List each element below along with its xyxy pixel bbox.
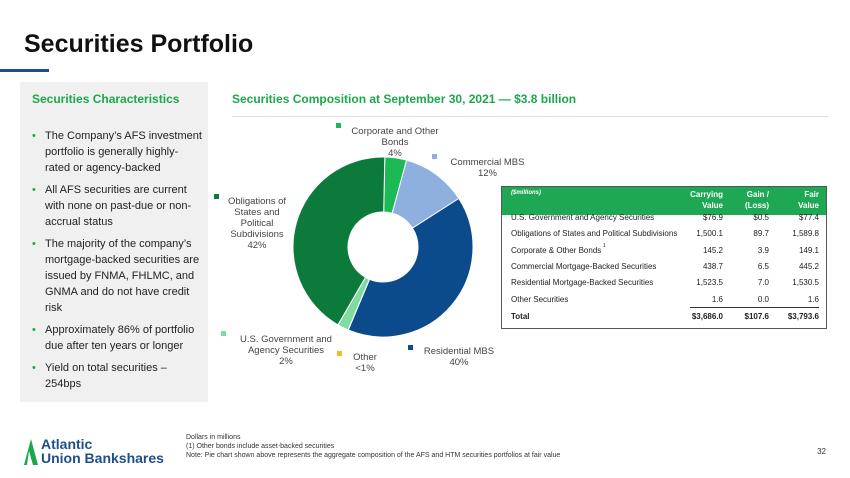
cell: Other Securities	[511, 294, 569, 304]
cell: 1,589.8	[792, 229, 819, 239]
table-row: Residential Mortgage-Backed Securities 1,…	[502, 278, 826, 290]
logo-line1: Atlantic	[41, 436, 93, 452]
bullet: Approximately 86% of portfolio due after…	[32, 322, 202, 354]
slice-pct: 4%	[388, 148, 402, 159]
cell: 438.7	[702, 261, 723, 271]
company-logo: Atlantic Union Bankshares	[24, 437, 164, 465]
cell: 1,500.1	[696, 229, 723, 239]
cell: $107.6	[744, 312, 769, 321]
slice-pct: 12%	[477, 168, 497, 179]
header-line: (Loss)	[745, 201, 769, 210]
bullet: The majority of the company’s mortgage-b…	[32, 236, 202, 316]
characteristics-list: The Company’s AFS investment portfolio i…	[32, 128, 202, 398]
table-row: Corporate & Other Bonds 1 145.2 3.9 149.1	[502, 242, 826, 258]
legend-swatch-corporate	[336, 123, 341, 128]
cell: 1,523.5	[696, 278, 723, 288]
cell: 6.5	[757, 261, 769, 271]
cell: 7.0	[757, 278, 769, 288]
slice-name: Corporate and Other Bonds	[351, 126, 439, 148]
cell: Corporate & Other Bonds	[511, 245, 602, 255]
cell: 1.6	[711, 294, 723, 304]
characteristics-panel: Securities Characteristics The Company’s…	[20, 82, 208, 402]
table-row: Other Securities 1.6 0.0 1.6	[502, 295, 826, 307]
page-title: Securities Portfolio	[24, 30, 254, 58]
label-commercial: Commercial MBS 12%	[440, 157, 535, 179]
total-rule	[690, 307, 819, 308]
bullet: All AFS securities are current with none…	[32, 182, 202, 230]
label-obligations: Obligations of States and Political Subd…	[224, 196, 290, 251]
logo-line2: Union Bankshares	[41, 450, 164, 466]
label-usgov: U.S. Government and Agency Securities 2%	[236, 334, 336, 367]
header-line: Value	[702, 201, 723, 210]
header-line: Value	[798, 201, 819, 210]
cell: $76.9	[702, 213, 723, 222]
cell: Obligations of States and Political Subd…	[511, 229, 678, 239]
slice-residential-mbs	[347, 197, 474, 338]
bullet: Yield on total securities – 254bps	[32, 360, 202, 392]
cell: Commercial Mortgage-Backed Securities	[511, 261, 657, 271]
cell: $0.5	[753, 213, 769, 222]
slice-pct: 40%	[449, 357, 469, 368]
legend-swatch-commercial	[432, 154, 437, 159]
cell: 1.6	[807, 294, 819, 304]
cell: Total	[511, 312, 530, 321]
cell: $3,686.0	[691, 312, 723, 321]
label-residential: Residential MBS 40%	[418, 346, 500, 368]
slice-name: Other	[353, 352, 377, 363]
slice-pct: <1%	[355, 363, 375, 374]
logo-mark-icon	[24, 439, 38, 465]
label-other: Other <1%	[350, 352, 380, 374]
chart-title: Securities Composition at September 30, …	[232, 92, 577, 106]
footnote: Dollars in millions	[186, 434, 241, 441]
footnote: (1) Other bonds include asset-backed sec…	[186, 443, 335, 450]
cell: 149.1	[798, 245, 819, 255]
title-underline	[0, 69, 49, 72]
table-row: Commercial Mortgage-Backed Securities 438…	[502, 262, 826, 274]
slice-name: Obligations of States and Political Subd…	[227, 196, 287, 240]
divider	[232, 116, 828, 117]
footnote-marker: 1	[603, 242, 606, 249]
header-gain: Gain / (Loss)	[745, 189, 769, 211]
table-header: ($millions) Carrying Value Gain / (Loss) F…	[502, 187, 826, 215]
header-fair: Fair Value	[798, 189, 819, 211]
cell: 0.0	[757, 294, 769, 304]
slice-name: Residential MBS	[423, 346, 495, 357]
slice-obligations-of-states-and-political-subdivisions	[292, 156, 386, 326]
units-label: ($millions)	[511, 190, 542, 196]
bullet: The Company’s AFS investment portfolio i…	[32, 128, 202, 176]
header-carrying: Carrying Value	[690, 189, 723, 211]
legend-swatch-other	[337, 351, 342, 356]
slice-pct: 42%	[247, 240, 267, 251]
footnotes: Dollars in millions (1) Other bonds incl…	[186, 433, 560, 460]
slice-name: U.S. Government and Agency Securities	[240, 334, 332, 356]
slice-name: Commercial MBS	[450, 157, 525, 168]
cell: 145.2	[702, 245, 723, 255]
header-line: Carrying	[690, 190, 723, 199]
securities-table: ($millions) Carrying Value Gain / (Loss) F…	[501, 186, 827, 329]
legend-swatch-usgov	[221, 331, 226, 336]
header-line: Gain /	[746, 190, 769, 199]
table-row: Obligations of States and Political Subd…	[502, 229, 826, 241]
label-corporate: Corporate and Other Bonds 4%	[340, 126, 450, 159]
page-number: 32	[817, 447, 826, 456]
table-total-row: Total $3,686.0 $107.6 $3,793.6	[502, 312, 826, 324]
cell: 3.9	[757, 245, 769, 255]
table-row: U.S. Government and Agency Securities $76…	[502, 213, 826, 225]
characteristics-heading: Securities Characteristics	[32, 92, 180, 106]
cell: 1,530.5	[792, 278, 819, 288]
cell: U.S. Government and Agency Securities	[511, 213, 655, 222]
header-line: Fair	[804, 190, 819, 199]
cell: 445.2	[798, 261, 819, 271]
cell: $77.4	[798, 213, 819, 222]
legend-swatch-residential	[408, 345, 413, 350]
cell: 89.7	[753, 229, 769, 239]
legend-swatch-obligations	[214, 194, 219, 199]
footnote: Note: Pie chart shown above represents t…	[186, 452, 561, 459]
cell: Residential Mortgage-Backed Securities	[511, 278, 654, 288]
cell: $3,793.6	[787, 312, 819, 321]
slice-pct: 2%	[279, 356, 293, 367]
